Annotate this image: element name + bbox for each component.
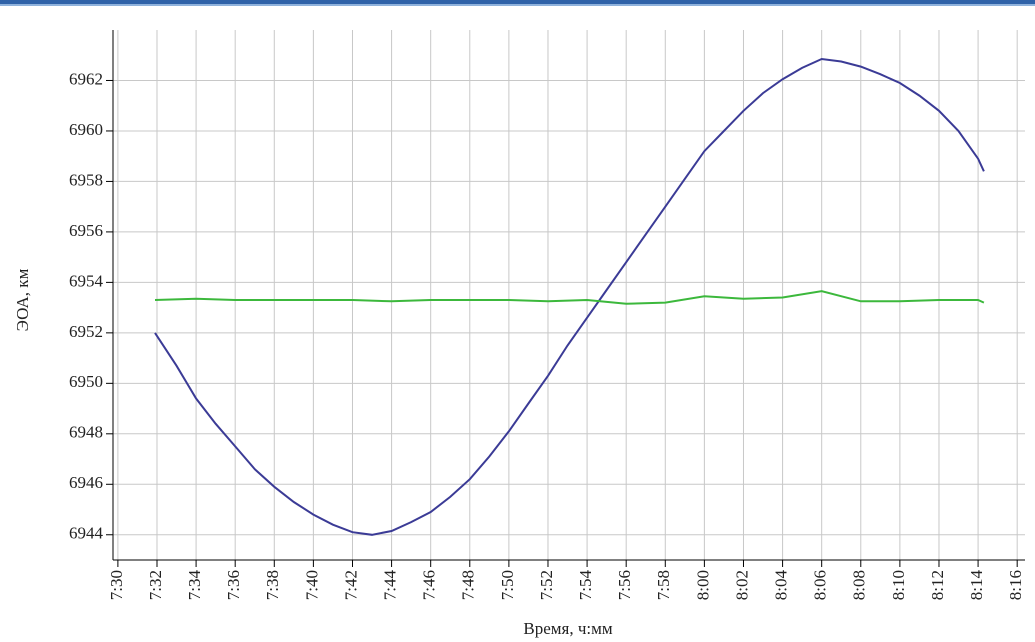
x-tick-label: 8:08 (850, 570, 869, 600)
x-tick-label: 8:14 (967, 570, 986, 601)
x-tick-label: 7:38 (263, 570, 282, 600)
x-tick-label: 8:04 (771, 570, 790, 601)
y-tick-label: 6956 (69, 221, 103, 240)
x-tick-label: 7:32 (146, 570, 165, 600)
x-tick-label: 8:12 (928, 570, 947, 600)
x-tick-label: 7:48 (459, 570, 478, 600)
x-tick-label: 8:00 (693, 570, 712, 600)
y-tick-label: 6952 (69, 322, 103, 341)
y-tick-label: 6960 (69, 120, 103, 139)
x-tick-label: 7:58 (654, 570, 673, 600)
x-tick-label: 7:40 (302, 570, 321, 600)
y-tick-label: 6946 (69, 473, 103, 492)
data-line (154, 57, 985, 536)
x-tick-label: 7:46 (420, 570, 439, 600)
y-axis-title: ЭОА, км (13, 268, 32, 331)
y-tick-label: 6958 (69, 170, 103, 189)
x-tick-label: 7:34 (185, 570, 204, 601)
x-tick-label: 8:02 (732, 570, 751, 600)
x-tick-label: 7:42 (341, 570, 360, 600)
x-tick-label: 8:16 (1006, 570, 1025, 600)
x-tick-label: 7:50 (498, 570, 517, 600)
y-tick-label: 6962 (69, 69, 103, 88)
x-tick-label: 7:36 (224, 570, 243, 600)
x-tick-label: 8:06 (811, 570, 830, 600)
x-tick-label: 7:54 (576, 570, 595, 601)
data-line (154, 290, 985, 305)
x-tick-label: 7:30 (107, 570, 126, 600)
x-axis-title: Время, ч:мм (523, 619, 612, 638)
y-tick-label: 6948 (69, 423, 103, 442)
top-bar-edge (0, 4, 1035, 6)
y-tick-label: 6954 (69, 271, 104, 290)
y-tick-label: 6944 (69, 524, 104, 543)
top-bar (0, 0, 1035, 4)
x-tick-label: 7:56 (615, 570, 634, 600)
x-tick-label: 7:44 (380, 570, 399, 601)
x-tick-label: 7:52 (537, 570, 556, 600)
x-tick-label: 8:10 (889, 570, 908, 600)
y-tick-label: 6950 (69, 372, 103, 391)
